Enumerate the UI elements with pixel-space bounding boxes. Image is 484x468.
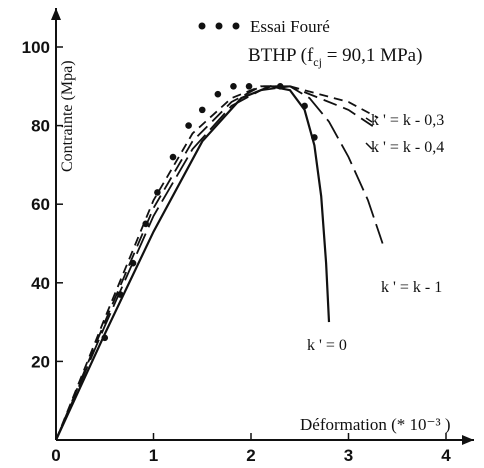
axes xyxy=(51,8,474,445)
x-axis-label: Déformation (* 10⁻³ ) xyxy=(300,415,451,434)
curve-annotations: k ' = k - 0,3 k ' = k - 0,4 k ' = k - 1 … xyxy=(307,112,444,354)
data-point-essai-four xyxy=(214,90,222,98)
data-point-essai-four xyxy=(230,83,237,90)
legend-material: BTHP (fcj = 90,1 MPa) xyxy=(248,45,422,69)
y-axis-arrow xyxy=(51,8,61,20)
series-line-k-k-1 xyxy=(55,85,384,441)
x-axis-arrow xyxy=(462,435,474,445)
material-subscript: cj xyxy=(313,55,322,69)
material-name: BTHP (f xyxy=(248,45,314,66)
y-axis-label: Contrainte (Mpa) xyxy=(59,60,76,172)
y-tick-label: 100 xyxy=(22,38,50,57)
data-point-essai-four xyxy=(245,83,253,90)
series-line-k-0 xyxy=(55,85,331,441)
annotation-pointer xyxy=(365,142,373,150)
y-tick-label: 20 xyxy=(31,352,50,371)
data-point-essai-four xyxy=(198,106,206,114)
annotation-pointer xyxy=(365,117,373,123)
series-line-k-k-0-4 xyxy=(55,85,379,441)
annotation-k03: k ' = k - 0,3 xyxy=(371,112,444,129)
x-tick-label: 0 xyxy=(51,446,60,465)
legend-marker xyxy=(215,22,223,30)
y-tick-label: 80 xyxy=(31,117,50,136)
material-value: = 90,1 MPa) xyxy=(322,45,422,66)
y-tick-label: 60 xyxy=(31,195,50,214)
legend: Essai Fouré BTHP (fcj = 90,1 MPa) xyxy=(198,17,422,69)
data-point-essai-four xyxy=(154,189,161,196)
data-point-essai-four xyxy=(185,122,192,129)
legend-label-essai-foure: Essai Fouré xyxy=(250,17,330,36)
x-tick-label: 1 xyxy=(149,446,158,465)
y-tick-label: 40 xyxy=(31,274,50,293)
data-point-essai-four xyxy=(169,153,177,161)
x-tick-label: 2 xyxy=(246,446,255,465)
legend-marker xyxy=(198,22,206,30)
series-layer xyxy=(55,83,384,441)
series-line-k-k-0-3 xyxy=(55,85,379,441)
ticks: 0 1 2 3 4 20 40 60 80 100 xyxy=(22,38,452,465)
annotation-k04: k ' = k - 0,4 xyxy=(371,139,444,156)
legend-marker xyxy=(232,22,240,30)
annotation-k1: k ' = k - 1 xyxy=(381,279,442,296)
x-tick-label: 3 xyxy=(344,446,353,465)
annotation-k0: k ' = 0 xyxy=(307,337,347,354)
x-tick-label: 4 xyxy=(441,446,451,465)
